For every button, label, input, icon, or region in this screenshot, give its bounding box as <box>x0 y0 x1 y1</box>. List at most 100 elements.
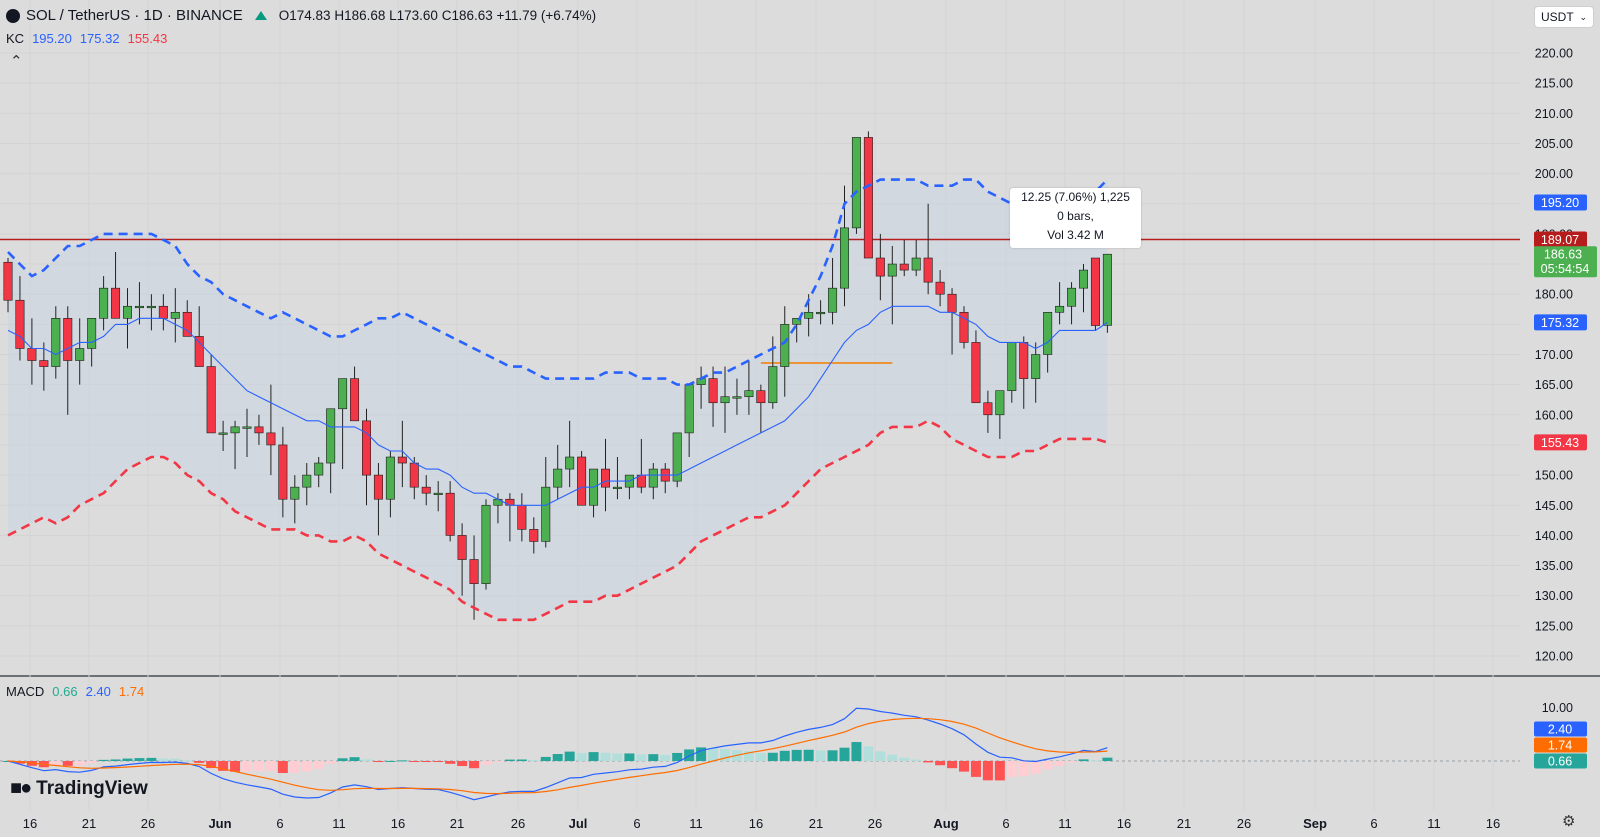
macd-legend[interactable]: MACD 0.66 2.40 1.74 <box>6 684 144 699</box>
macd-histogram-bar <box>110 759 121 761</box>
price-tick-label: 145.00 <box>1535 499 1573 513</box>
candle-body <box>111 287 121 319</box>
candle-body <box>517 504 527 530</box>
candle-body <box>266 432 276 446</box>
candle-body <box>744 390 754 398</box>
macd-histogram-bar <box>1018 761 1029 777</box>
macd-histogram-bar <box>421 761 432 762</box>
candle-body <box>230 426 240 434</box>
candle-body <box>708 378 718 404</box>
kc-upper-tag-text: 195.20 <box>1541 196 1579 210</box>
candle-body <box>385 456 395 500</box>
high-label: H <box>334 8 345 23</box>
candle-body <box>87 318 97 349</box>
macd-histogram-bar <box>528 759 539 761</box>
candle-body <box>433 492 443 495</box>
macd-signal-value: 1.74 <box>118 684 145 699</box>
candle-body <box>1007 342 1017 391</box>
time-axis[interactable]: 16 21 26 Jun 6 11 16 21 26 Jul 6 11 16 21 26 Aug 6 11 16 21… <box>23 816 1500 831</box>
macd-panel <box>0 707 1520 801</box>
candle-body <box>75 348 85 361</box>
kc-middle-value: 175.32 <box>79 31 120 46</box>
macd-histogram-bar <box>86 761 97 764</box>
candlesticks <box>3 131 1112 620</box>
candle-body <box>182 311 192 337</box>
candle-body <box>218 432 228 435</box>
macd-histogram-bar <box>947 761 958 769</box>
macd-histogram-bar <box>504 759 515 761</box>
price-tick-label: 125.00 <box>1535 619 1573 633</box>
macd-histogram-bar <box>194 761 205 763</box>
macd-histogram-bar <box>1042 761 1053 770</box>
time-tick-label: Jul <box>569 816 588 831</box>
settings-gear-icon[interactable]: ⚙ <box>1562 813 1576 830</box>
candle-body <box>242 426 252 429</box>
macd-histogram-bar <box>887 754 898 761</box>
candle-body <box>804 311 814 319</box>
time-tick-label: 26 <box>511 816 525 831</box>
candle-body <box>314 462 324 476</box>
macd-histogram-bar <box>540 756 551 761</box>
open-label: O <box>278 8 290 23</box>
candle-body <box>134 305 144 309</box>
candle-body <box>612 486 622 489</box>
signal-line <box>7 717 1108 795</box>
candle-body <box>1031 354 1041 379</box>
candle-body <box>971 342 981 404</box>
brand-name: TradingView <box>36 777 148 799</box>
candle-body <box>158 305 168 319</box>
macd-histogram-bar <box>122 758 133 761</box>
price-tick-label: 200.00 <box>1535 167 1573 181</box>
candle-body <box>1090 257 1100 326</box>
candle-body <box>756 390 766 404</box>
last-price-tag-text: 186.63 <box>1544 248 1582 262</box>
macd-histogram-bar <box>1102 757 1113 761</box>
candle-body <box>720 396 730 404</box>
time-tick-label: 16 <box>23 816 37 831</box>
candle-body <box>397 456 407 464</box>
low-label: L <box>389 8 397 23</box>
candle-body <box>839 227 849 289</box>
candle-body <box>27 348 37 361</box>
candle-body <box>828 287 838 313</box>
candle-body <box>206 366 216 434</box>
time-tick-label: 16 <box>1117 816 1131 831</box>
macd-line-tag-bg <box>1534 721 1587 737</box>
candle-body <box>553 468 563 488</box>
macd-histogram-bar <box>994 761 1005 781</box>
macd-histogram-bar <box>361 759 372 761</box>
macd-histogram-bar <box>624 753 635 761</box>
time-tick-label: 6 <box>1370 816 1377 831</box>
signal-line-tag-bg <box>1534 737 1587 753</box>
candle-body <box>983 402 993 416</box>
macd-histogram-bar <box>684 749 695 761</box>
kc-lower-line <box>7 419 1108 622</box>
candle-body <box>278 444 288 500</box>
candle-body <box>146 305 156 309</box>
chevron-down-icon: ⌄ <box>1579 11 1587 22</box>
ohlc-values: O174.83 H186.68 L173.60 C186.63 +11.79 (… <box>279 8 596 23</box>
histogram-tag-text: 0.66 <box>1548 755 1572 769</box>
currency-value: USDT <box>1541 10 1574 24</box>
macd-line-tag-text: 2.40 <box>1548 723 1572 737</box>
candle-body <box>780 324 790 367</box>
tradingview-logo[interactable]: ■● TradingView <box>10 777 148 800</box>
kc-legend[interactable]: KC 195.20 175.32 155.43 <box>6 31 167 46</box>
macd-label: MACD <box>6 684 45 699</box>
macd-histogram-bar <box>672 752 683 761</box>
macd-histogram-bar <box>552 753 563 761</box>
candle-body <box>481 504 491 584</box>
candle-body <box>1019 342 1029 379</box>
macd-histogram-bar <box>899 757 910 761</box>
symbol-title[interactable]: SOL / TetherUS · 1D · BINANCE <box>26 7 243 24</box>
macd-histogram-bar <box>1030 761 1041 774</box>
kc-upper-line <box>7 178 1109 386</box>
price-tick-label: 170.00 <box>1535 348 1573 362</box>
candle-body <box>445 492 455 536</box>
symbol-header: SOL / TetherUS · 1D · BINANCE O174.83 H1… <box>6 7 596 24</box>
time-tick-label: 11 <box>689 816 703 831</box>
collapse-chevron-icon[interactable]: ⌃ <box>10 53 23 70</box>
macd-histogram-bar <box>1078 759 1089 761</box>
currency-select[interactable]: USDT ⌄ <box>1534 6 1594 28</box>
